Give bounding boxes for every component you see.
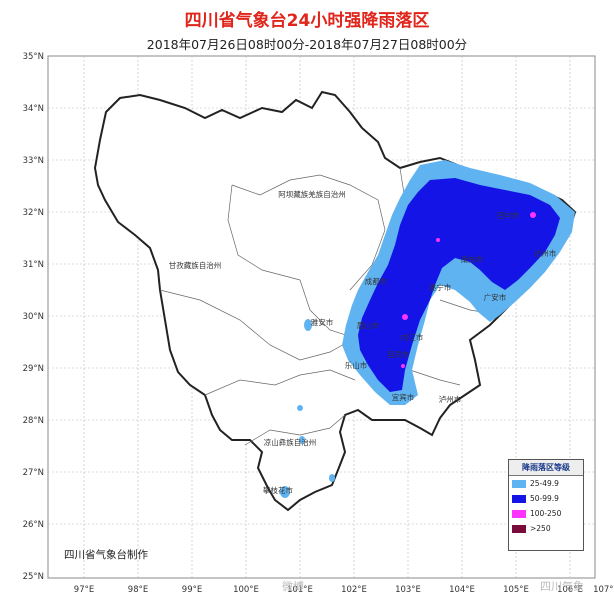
lon-label-99: 99°E	[182, 585, 202, 595]
place-meishan: 眉山市	[357, 320, 380, 330]
lat-label-30: 30°N	[23, 312, 44, 322]
legend: 降雨落区等级 25-49.9 50-99.9 100-250 >250	[508, 459, 584, 551]
rain-zone-100-250-b	[402, 314, 408, 320]
legend-label: 100-250	[530, 509, 562, 518]
legend-item: >250	[509, 521, 583, 536]
place-dazhou: 达州市	[534, 248, 557, 258]
place-liangshan: 凉山彝族自治州	[264, 437, 317, 447]
lat-label-34: 34°N	[23, 104, 44, 114]
legend-swatch	[512, 524, 526, 533]
place-leshan: 乐山市	[345, 360, 368, 370]
lat-label-26: 26°N	[23, 520, 44, 530]
lon-label-102: 102°E	[341, 585, 367, 595]
lon-label-103: 103°E	[395, 585, 421, 595]
lat-label-25: 25°N	[23, 572, 44, 582]
rain-zone-50-99	[358, 178, 560, 392]
map-frame	[47, 55, 596, 579]
rain-patch-liangshan	[297, 405, 303, 411]
place-panzhihua: 攀枝花市	[263, 485, 293, 495]
place-suining: 遂宁市	[429, 282, 452, 292]
place-yibin: 宜宾市	[392, 392, 415, 402]
lon-label-97: 97°E	[74, 585, 94, 595]
legend-swatch	[512, 479, 526, 488]
rain-patch-south2	[329, 474, 335, 482]
place-chengdu: 成都市	[365, 276, 388, 286]
legend-item: 25-49.9	[509, 476, 583, 491]
lat-label-32: 32°N	[23, 208, 44, 218]
watermark-weibo: 微博	[282, 580, 304, 593]
lon-label-106: 106°E	[557, 585, 583, 595]
rain-zone-100-250-d	[436, 238, 440, 242]
rain-patch-yaan	[304, 319, 312, 331]
lon-label-107: 107°E	[593, 585, 614, 595]
legend-title: 降雨落区等级	[509, 460, 583, 476]
place-aba: 阿坝藏族羌族自治州	[278, 189, 346, 199]
map-subtitle: 2018年07月26日08时00分-2018年07月27日08时00分	[146, 37, 468, 52]
rain-zone-100-250-c	[401, 364, 405, 368]
lat-label-29: 29°N	[23, 364, 44, 374]
rain-zone-100-250-a	[530, 212, 536, 218]
lat-label-27: 27°N	[23, 468, 44, 478]
legend-label: 25-49.9	[530, 479, 559, 488]
legend-label: >250	[530, 524, 551, 533]
watermark-sichuan-weather: 四川气象	[540, 580, 584, 593]
lat-label-33: 33°N	[23, 156, 44, 166]
legend-swatch	[512, 494, 526, 503]
lat-label-35: 35°N	[23, 52, 44, 62]
lon-label-101: 101°E	[287, 585, 313, 595]
legend-item: 100-250	[509, 506, 583, 521]
lat-label-31: 31°N	[23, 260, 44, 270]
place-guangan: 广安市	[484, 292, 507, 302]
legend-swatch	[512, 509, 526, 518]
rain-patch-panzhihua	[299, 436, 305, 444]
place-neijiang: 内江市	[401, 332, 424, 342]
place-nanchong: 南充市	[461, 254, 484, 264]
place-ganzi: 甘孜藏族自治州	[169, 260, 222, 270]
lon-label-100: 100°E	[233, 585, 259, 595]
rain-patch-south	[280, 486, 290, 498]
place-yaan: 雅安市	[311, 317, 334, 327]
lon-label-98: 98°E	[128, 585, 148, 595]
place-luzhou: 泸州市	[439, 394, 462, 404]
maker-credit: 四川省气象台制作	[64, 549, 148, 561]
lon-label-104: 104°E	[449, 585, 475, 595]
legend-label: 50-99.9	[530, 494, 559, 503]
map-title: 四川省气象台24小时强降雨落区	[184, 11, 430, 31]
legend-item: 50-99.9	[509, 491, 583, 506]
place-zigong: 自贡市	[387, 349, 410, 359]
lon-label-105: 105°E	[503, 585, 529, 595]
lat-label-28: 28°N	[23, 416, 44, 426]
place-bazhong: 巴中市	[497, 210, 520, 220]
